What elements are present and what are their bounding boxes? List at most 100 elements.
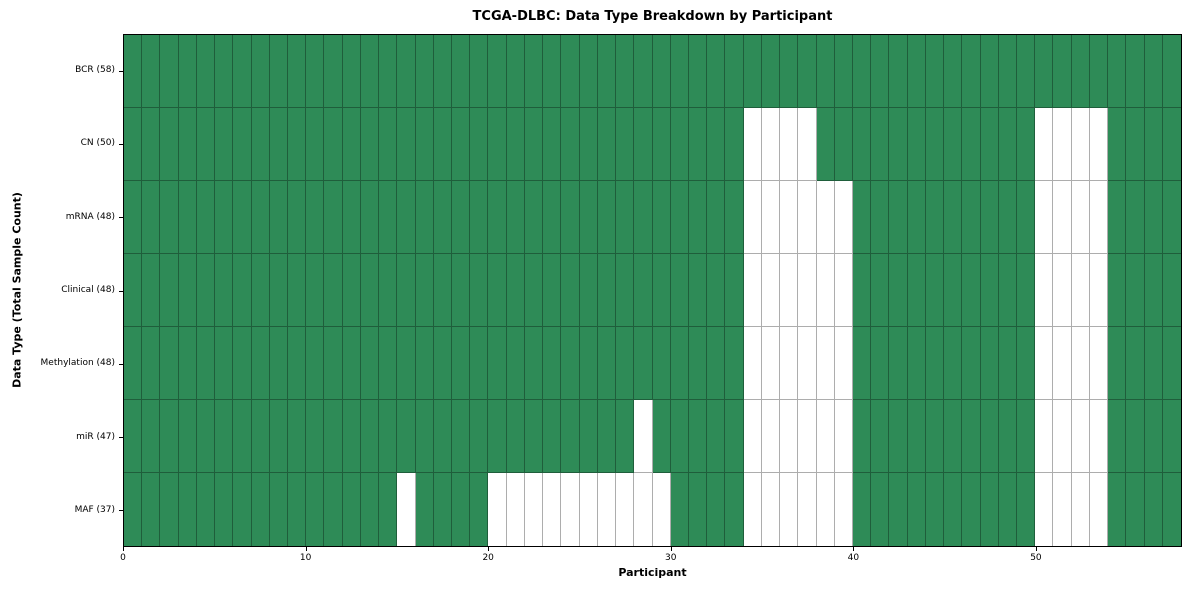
heatmap-cell [907, 400, 926, 473]
heatmap-cell [816, 108, 835, 181]
heatmap-cell [834, 254, 853, 327]
heatmap-cell [306, 327, 325, 400]
heatmap-cell [1089, 400, 1109, 473]
heatmap-cell [488, 327, 507, 400]
heatmap-cell [579, 254, 598, 327]
heatmap-cell [215, 35, 234, 108]
heatmap-cell [688, 327, 708, 400]
heatmap-cell [306, 400, 325, 473]
heatmap-cell [925, 473, 945, 546]
heatmap-cell [980, 35, 999, 108]
y-tick-mark [119, 70, 123, 72]
heatmap-cell [524, 254, 544, 327]
heatmap-cell [215, 473, 234, 546]
heatmap-cell [415, 400, 434, 473]
heatmap-cell [1035, 400, 1054, 473]
heatmap-cell [998, 108, 1017, 181]
heatmap-cell [324, 108, 343, 181]
heatmap-cell [871, 473, 890, 546]
heatmap-cell [233, 181, 252, 254]
heatmap-cell [1089, 181, 1109, 254]
heatmap-cell [616, 400, 635, 473]
heatmap-cell [725, 327, 744, 400]
heatmap-cell [196, 108, 216, 181]
heatmap-cell [306, 473, 325, 546]
heatmap-cell [780, 181, 799, 254]
heatmap-cell [579, 108, 598, 181]
heatmap-cell [452, 400, 471, 473]
heatmap-cell [342, 108, 361, 181]
heatmap-cell [743, 35, 762, 108]
heatmap-cell [433, 108, 453, 181]
heatmap-cell [652, 35, 671, 108]
heatmap-cell [196, 473, 216, 546]
x-tick-mark [488, 547, 490, 551]
heatmap-cell [524, 400, 544, 473]
heatmap-cell [743, 181, 762, 254]
y-tick-label: mRNA (48) [65, 211, 115, 222]
y-tick-label: CN (50) [80, 138, 115, 149]
heatmap-cell [944, 473, 963, 546]
heatmap-cell [324, 400, 343, 473]
heatmap-cell [1071, 327, 1090, 400]
heatmap-cell [397, 35, 416, 108]
heatmap-cell [634, 108, 653, 181]
heatmap-cell [178, 327, 197, 400]
heatmap-cell [852, 181, 872, 254]
heatmap-cell [798, 35, 817, 108]
heatmap-cell [433, 254, 453, 327]
heatmap-cell [1016, 327, 1036, 400]
heatmap-cell [1108, 108, 1127, 181]
heatmap-cell [452, 254, 471, 327]
heatmap-cell [907, 35, 926, 108]
heatmap-cell [616, 108, 635, 181]
heatmap-cell [743, 327, 762, 400]
heatmap-cell [925, 254, 945, 327]
heatmap-cell [251, 327, 270, 400]
heatmap-cell [233, 35, 252, 108]
heatmap-cell [470, 108, 489, 181]
heatmap-cell [433, 35, 453, 108]
heatmap-cell [998, 254, 1017, 327]
y-tick-label: Clinical (48) [61, 285, 115, 295]
heatmap-cell [306, 254, 325, 327]
heatmap-cell [634, 473, 653, 546]
heatmap-cell [998, 473, 1017, 546]
heatmap-cell [670, 254, 689, 327]
y-tick-label: MAF (37) [74, 504, 115, 515]
heatmap-cell [980, 327, 999, 400]
heatmap-cell [1108, 327, 1127, 400]
heatmap-cell [962, 327, 981, 400]
heatmap-cell [998, 400, 1017, 473]
x-tick-label: 30 [665, 553, 677, 563]
heatmap-cell [743, 473, 762, 546]
heatmap-cell [1016, 181, 1036, 254]
heatmap-cell [780, 108, 799, 181]
heatmap-cell [233, 254, 252, 327]
heatmap-cell [342, 35, 361, 108]
heatmap-cell [1016, 35, 1036, 108]
heatmap-cell [470, 327, 489, 400]
heatmap-cell [1126, 400, 1145, 473]
heatmap-cell [379, 327, 398, 400]
heatmap-cell [652, 181, 671, 254]
heatmap-cell [160, 254, 179, 327]
heatmap-cell [1144, 254, 1163, 327]
heatmap-cell [415, 108, 434, 181]
heatmap-cell [980, 254, 999, 327]
heatmap-cell [324, 473, 343, 546]
heatmap-cell [707, 181, 726, 254]
heatmap-cell [1089, 35, 1109, 108]
heatmap-cell [233, 108, 252, 181]
heatmap-cell [543, 400, 562, 473]
heatmap-cell [1108, 473, 1127, 546]
heatmap-cell [142, 400, 161, 473]
heatmap-cell [980, 181, 999, 254]
heatmap-cell [561, 108, 580, 181]
heatmap-cell [780, 35, 799, 108]
heatmap-cell [415, 473, 434, 546]
heatmap-cell [306, 181, 325, 254]
heatmap-cell [816, 254, 835, 327]
heatmap-cell [798, 473, 817, 546]
